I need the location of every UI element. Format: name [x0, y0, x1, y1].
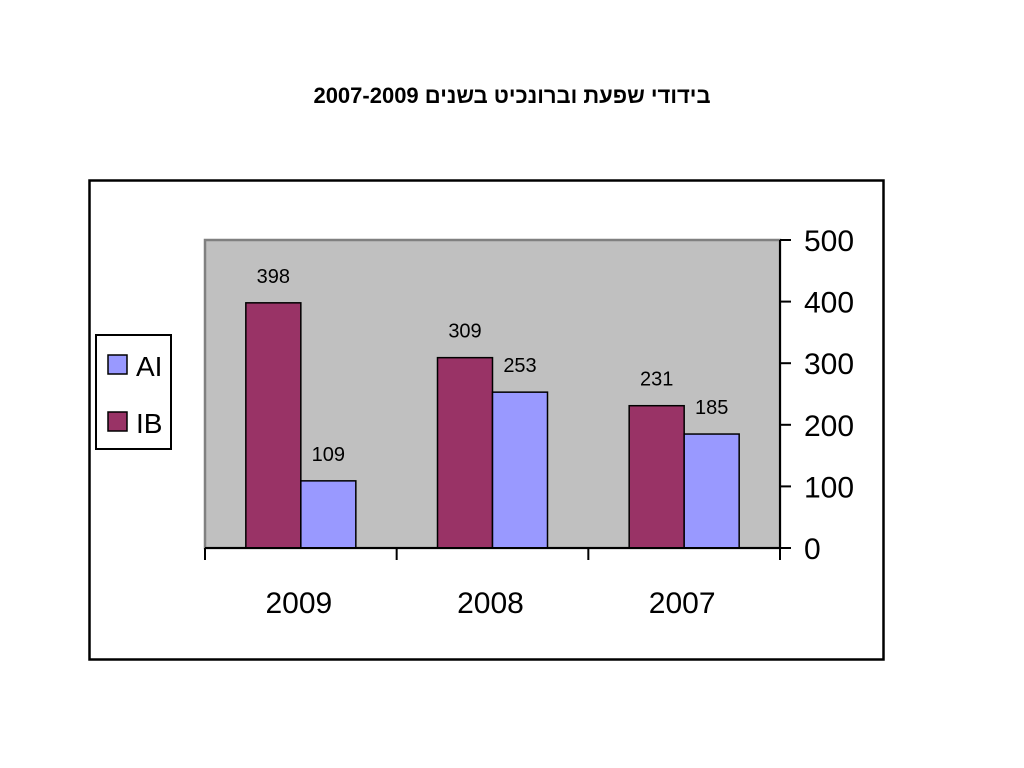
bar-ib-2007 [628, 404, 685, 549]
y-tick-label: 500 [804, 225, 854, 258]
data-label: 253 [503, 355, 536, 377]
bar-ai-2008 [491, 391, 549, 549]
labels-layer: 0 100 200 300 400 500 2009 2008 2007 398 309 231 109… [257, 225, 854, 620]
data-label: 109 [312, 444, 345, 466]
y-tick-label: 300 [804, 348, 854, 381]
y-tick-label: 100 [804, 471, 854, 504]
bar-ai-2007 [683, 433, 740, 549]
chart-title: בידודי שפעת וברונכיט בשנים 2007-2009 [313, 83, 711, 108]
x-tick-label: 2007 [649, 587, 716, 620]
legend-swatch-ib [107, 411, 128, 432]
x-tick-label: 2009 [265, 587, 332, 620]
bar-ib-2009 [245, 302, 302, 549]
x-tick-label: 2008 [457, 587, 524, 620]
data-label: 185 [695, 397, 728, 419]
data-label: 231 [640, 369, 673, 391]
axis-marks [204, 239, 791, 560]
bar-ib-2008 [436, 356, 494, 549]
y-tick-label: 400 [804, 287, 854, 320]
data-label: 398 [257, 266, 290, 288]
bars-layer [245, 302, 740, 549]
bar-ai-2009 [300, 480, 357, 549]
legend-label-ai: AI [136, 351, 162, 382]
legend-label-ib: IB [136, 408, 162, 439]
legend-swatch-ai [107, 354, 128, 375]
y-tick-label: 0 [804, 533, 821, 566]
legend: AI IB [95, 334, 172, 450]
data-label: 309 [448, 321, 481, 343]
y-tick-label: 200 [804, 410, 854, 443]
